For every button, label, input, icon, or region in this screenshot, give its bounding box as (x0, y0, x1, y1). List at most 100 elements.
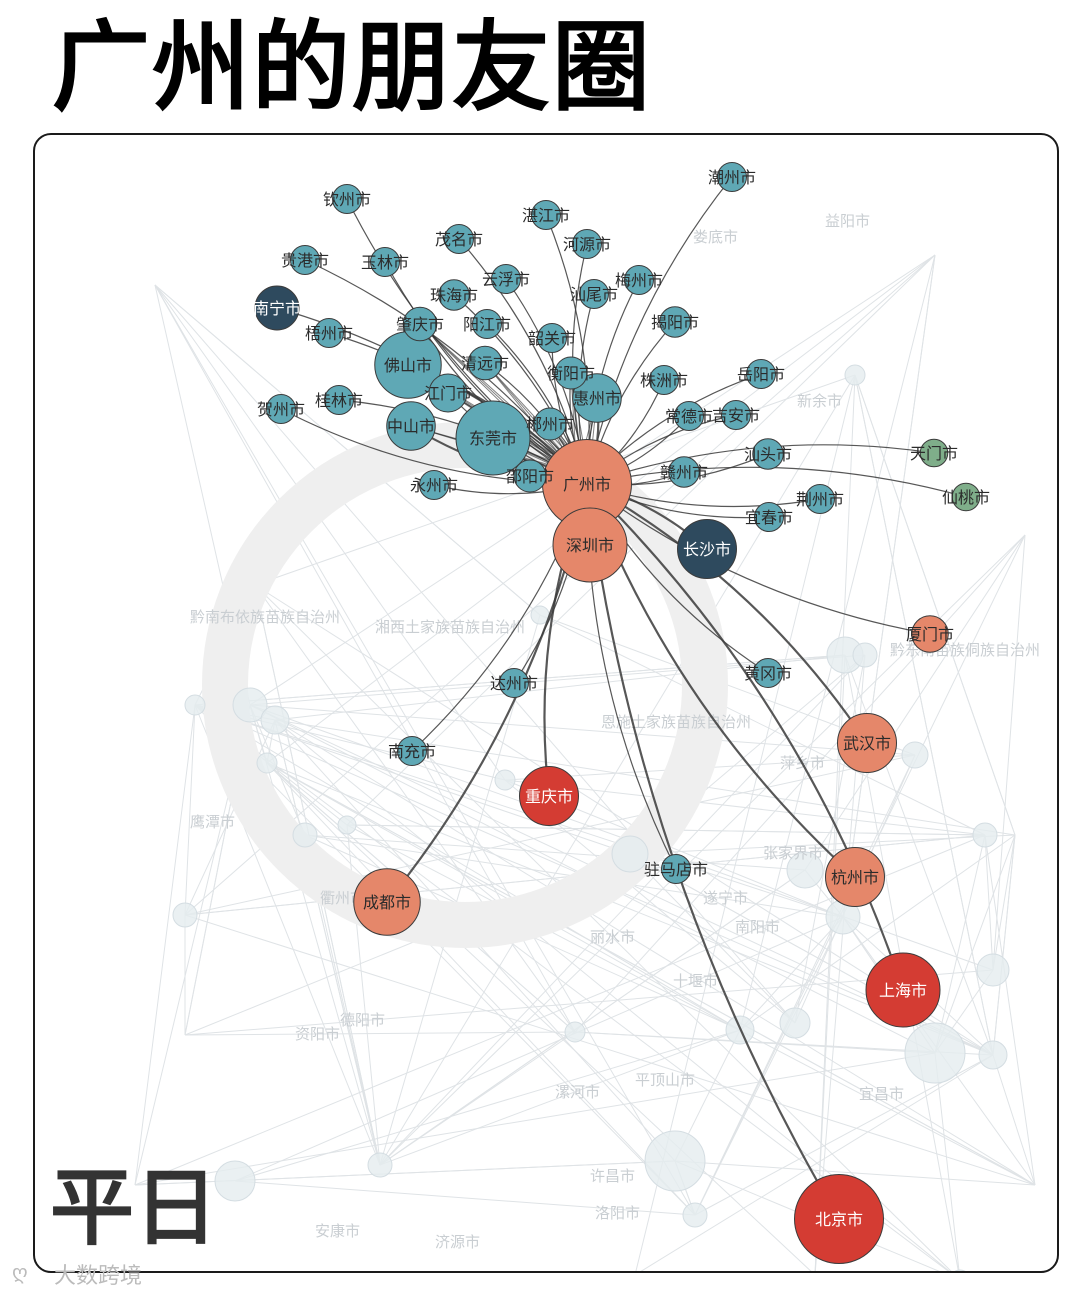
city-node[interactable]: 惠州市 (572, 373, 622, 423)
city-node[interactable]: 宜春市 (745, 502, 793, 532)
node-circle[interactable] (572, 373, 622, 423)
city-node[interactable]: 武汉市 (837, 713, 897, 773)
node-circle[interactable] (513, 459, 547, 493)
city-node[interactable]: 驻马店市 (644, 854, 708, 884)
node-circle[interactable] (794, 1174, 884, 1264)
city-node[interactable]: 潮州市 (708, 162, 756, 192)
city-node[interactable]: 贵港市 (281, 245, 329, 275)
node-circle[interactable] (721, 400, 751, 430)
node-circle[interactable] (386, 401, 436, 451)
city-node[interactable]: 汕尾市 (570, 279, 618, 309)
node-circle[interactable] (324, 385, 354, 415)
city-node[interactable]: 仙桃市 (942, 482, 990, 512)
city-node[interactable]: 茂名市 (435, 224, 483, 254)
city-node[interactable]: 赣州市 (660, 456, 708, 488)
node-circle[interactable] (624, 265, 654, 295)
city-node[interactable]: 贺州市 (257, 394, 305, 424)
city-node[interactable]: 黄冈市 (744, 658, 792, 688)
node-circle[interactable] (531, 200, 561, 230)
city-node[interactable]: 珠海市 (430, 279, 478, 311)
node-circle[interactable] (919, 438, 949, 468)
city-node[interactable]: 韶关市 (528, 323, 576, 353)
node-circle[interactable] (491, 264, 521, 294)
node-circle[interactable] (572, 229, 602, 259)
node-circle[interactable] (951, 482, 981, 512)
city-node[interactable]: 梅州市 (615, 265, 663, 295)
node-circle[interactable] (472, 309, 502, 339)
node-circle[interactable] (353, 868, 421, 936)
city-node[interactable]: 桂林市 (315, 385, 363, 415)
node-circle[interactable] (499, 668, 529, 698)
node-circle[interactable] (865, 952, 941, 1028)
city-node[interactable]: 厦门市 (906, 615, 954, 653)
node-circle[interactable] (753, 658, 783, 688)
node-circle[interactable] (314, 318, 344, 348)
node-circle[interactable] (661, 854, 691, 884)
city-node[interactable]: 重庆市 (519, 766, 579, 826)
city-node[interactable]: 荆州市 (796, 484, 844, 514)
city-node[interactable]: 株洲市 (640, 365, 688, 395)
city-node[interactable]: 河源市 (563, 229, 611, 259)
city-node[interactable]: 东莞市 (455, 400, 531, 476)
city-node[interactable]: 衡阳市 (547, 356, 595, 390)
node-circle[interactable] (438, 279, 470, 311)
node-circle[interactable] (370, 247, 400, 277)
node-circle[interactable] (554, 356, 588, 390)
node-circle[interactable] (444, 224, 474, 254)
city-node[interactable]: 清远市 (461, 345, 509, 381)
node-circle[interactable] (649, 365, 679, 395)
node-circle[interactable] (290, 245, 320, 275)
node-circle[interactable] (837, 713, 897, 773)
city-node[interactable]: 中山市 (386, 401, 436, 451)
city-node[interactable]: 南宁市 (253, 285, 301, 331)
node-circle[interactable] (533, 407, 567, 441)
node-circle[interactable] (402, 306, 438, 342)
city-node[interactable]: 南充市 (388, 736, 436, 766)
node-circle[interactable] (579, 279, 609, 309)
city-node[interactable]: 长沙市 (677, 519, 737, 579)
node-circle[interactable] (266, 394, 296, 424)
city-node[interactable]: 玉林市 (361, 247, 409, 277)
node-circle[interactable] (668, 456, 700, 488)
node-circle[interactable] (537, 323, 567, 353)
node-circle[interactable] (746, 359, 776, 389)
node-circle[interactable] (752, 438, 784, 470)
city-node[interactable]: 广州市 (542, 439, 632, 529)
city-node[interactable]: 北京市 (794, 1174, 884, 1264)
node-circle[interactable] (717, 162, 747, 192)
city-node[interactable]: 邵阳市 (506, 459, 554, 493)
city-node[interactable]: 阳江市 (463, 309, 511, 339)
city-node[interactable]: 吉安市 (712, 400, 760, 430)
city-node[interactable]: 达州市 (490, 668, 538, 698)
city-node[interactable]: 郴州市 (526, 407, 574, 441)
city-node[interactable]: 深圳市 (552, 507, 628, 583)
node-circle[interactable] (254, 285, 300, 331)
city-node[interactable]: 云浮市 (482, 264, 530, 294)
city-node[interactable]: 汕头市 (744, 438, 792, 470)
city-node[interactable]: 钦州市 (323, 184, 371, 214)
city-node[interactable]: 成都市 (353, 868, 421, 936)
node-circle[interactable] (519, 766, 579, 826)
node-circle[interactable] (677, 519, 737, 579)
city-node[interactable]: 天门市 (910, 438, 958, 468)
node-circle[interactable] (552, 507, 628, 583)
node-circle[interactable] (397, 736, 427, 766)
city-node[interactable]: 湛江市 (522, 200, 570, 230)
node-circle[interactable] (419, 470, 449, 500)
city-node[interactable]: 肇庆市 (396, 306, 444, 342)
city-node[interactable]: 上海市 (865, 952, 941, 1028)
city-node[interactable]: 永州市 (410, 470, 458, 500)
city-node[interactable]: 揭阳市 (651, 306, 699, 338)
city-node[interactable]: 常德市 (665, 401, 713, 431)
node-circle[interactable] (332, 184, 362, 214)
city-node[interactable]: 杭州市 (825, 847, 885, 907)
node-circle[interactable] (805, 484, 835, 514)
node-circle[interactable] (455, 400, 531, 476)
node-circle[interactable] (674, 401, 704, 431)
city-node[interactable]: 岳阳市 (737, 359, 785, 389)
node-circle[interactable] (754, 502, 784, 532)
city-node[interactable]: 江门市 (424, 373, 472, 413)
city-node[interactable]: 梧州市 (305, 318, 353, 348)
node-circle[interactable] (825, 847, 885, 907)
node-circle[interactable] (659, 306, 691, 338)
